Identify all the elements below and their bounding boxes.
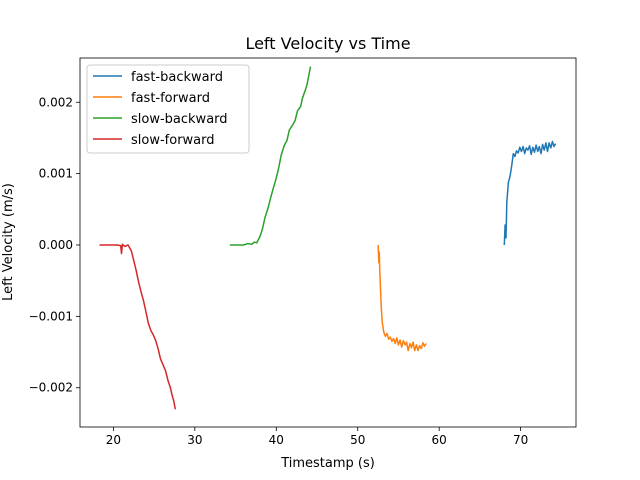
legend-label-slow-forward: slow-forward (131, 133, 215, 148)
plot-frame (79, 57, 577, 428)
legend-label-slow-backward: slow-backward (131, 112, 228, 127)
legend-label-fast-forward: fast-forward (131, 91, 210, 106)
x-ticks: 20 30 40 50 60 70 (106, 427, 528, 447)
y-tick-label: −0.001 (29, 309, 73, 323)
series-lines (99, 66, 557, 410)
series-line-fast-backward (503, 140, 557, 246)
series-line-slow-backward (229, 66, 312, 246)
x-tick-label: 50 (350, 433, 365, 447)
y-axis-label: Left Velocity (m/s) (1, 183, 16, 301)
x-tick-label: 70 (513, 433, 528, 447)
y-tick-label: −0.002 (29, 381, 73, 395)
y-tick-label: 0.002 (39, 95, 73, 109)
x-axis-label: Timestamp (s) (280, 456, 375, 471)
x-tick-label: 40 (269, 433, 284, 447)
x-tick-label: 20 (106, 433, 121, 447)
legend: fast-backward fast-forward slow-backward sl… (86, 64, 250, 154)
series-line-slow-forward (99, 243, 177, 410)
x-tick-label: 60 (432, 433, 447, 447)
y-ticks: −0.002 −0.001 0.000 0.001 0.002 (29, 95, 80, 395)
legend-box (86, 64, 250, 154)
legend-label-fast-backward: fast-backward (131, 70, 223, 85)
x-tick-label: 30 (187, 433, 202, 447)
y-tick-label: 0.001 (39, 167, 73, 181)
series-line-fast-forward (377, 244, 427, 352)
chart-title: Left Velocity vs Time (245, 34, 410, 53)
y-tick-label: 0.000 (39, 238, 73, 252)
